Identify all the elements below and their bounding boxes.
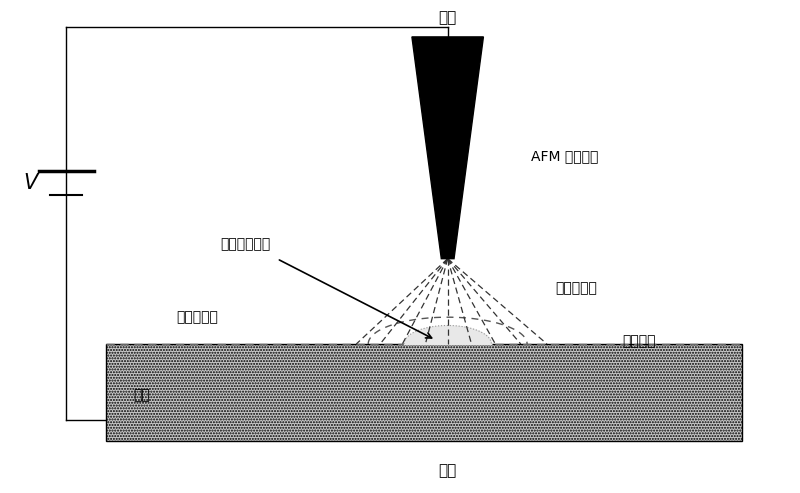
Text: 针尖诱导电场: 针尖诱导电场 xyxy=(220,237,270,251)
Polygon shape xyxy=(412,37,483,259)
Text: 弯月形水桥: 弯月形水桥 xyxy=(555,281,597,295)
Text: V: V xyxy=(23,173,38,193)
Text: 样品: 样品 xyxy=(134,388,150,402)
Bar xyxy=(106,344,742,441)
Text: 阳极: 阳极 xyxy=(438,463,457,478)
Text: 氧化物结构: 氧化物结构 xyxy=(177,310,218,324)
Text: 阴极: 阴极 xyxy=(438,10,457,25)
Text: 吸附水膜: 吸附水膜 xyxy=(622,335,656,349)
Text: AFM 导电针尖: AFM 导电针尖 xyxy=(531,149,598,163)
